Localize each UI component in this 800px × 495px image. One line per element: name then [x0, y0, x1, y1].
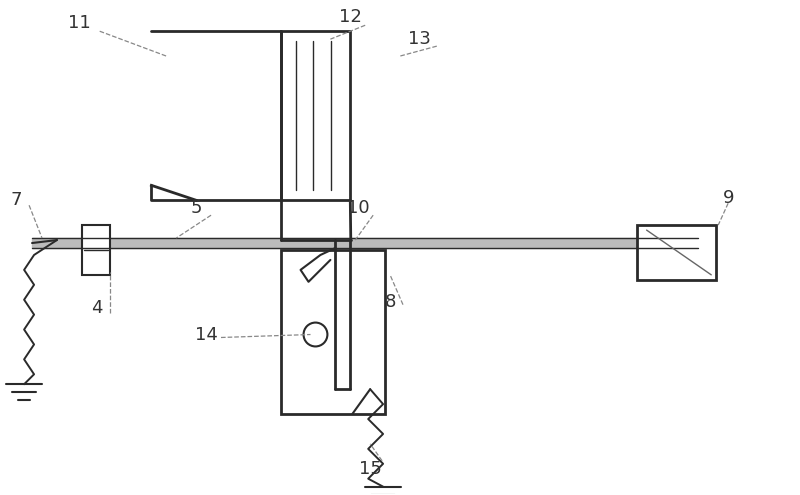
Text: 12: 12 — [339, 8, 362, 26]
Bar — [82, 225, 110, 275]
Bar — [281, 31, 350, 200]
Bar — [281, 250, 385, 414]
Text: 7: 7 — [10, 191, 22, 209]
Text: 14: 14 — [194, 326, 218, 344]
Text: 4: 4 — [91, 298, 102, 317]
Text: 10: 10 — [347, 199, 370, 217]
Text: 9: 9 — [722, 189, 734, 207]
Text: 15: 15 — [358, 460, 382, 478]
Text: 8: 8 — [384, 293, 396, 311]
Text: 11: 11 — [69, 14, 91, 32]
Text: 13: 13 — [409, 30, 431, 48]
Bar — [637, 225, 716, 280]
Text: 5: 5 — [190, 199, 202, 217]
